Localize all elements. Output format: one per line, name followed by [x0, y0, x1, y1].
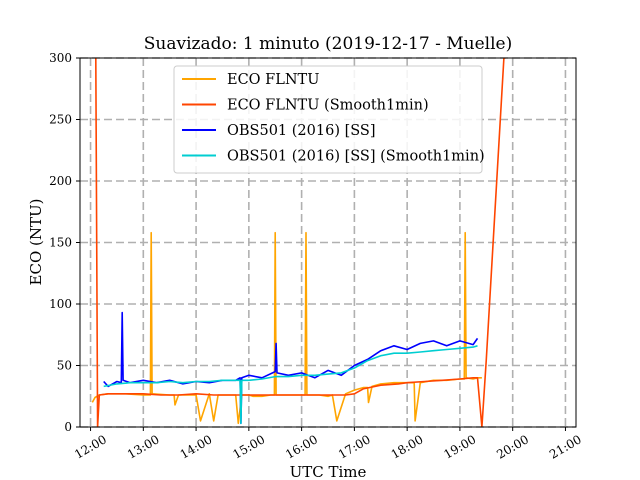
y-axis: 0 50 100 150 200 250 300 — [49, 51, 80, 434]
y-tick-label: 50 — [57, 359, 72, 373]
series-line-4 — [103, 345, 478, 425]
legend-label: ECO FLNTU (Smooth1min) — [227, 98, 429, 114]
y-tick-label: 150 — [49, 236, 72, 250]
series-line-3 — [103, 311, 479, 425]
legend-box — [173, 65, 483, 174]
y-axis-label: ECO (NTU) — [27, 199, 45, 286]
legend-label: ECO FLNTU — [227, 72, 319, 88]
y-tick-label: 200 — [49, 174, 72, 188]
y-tick-label: 0 — [64, 420, 72, 434]
chart-title: Suavizado: 1 minuto (2019-12-17 - Muelle… — [144, 34, 512, 54]
legend-label: OBS501 (2016) [SS] (Smooth1min) — [227, 149, 485, 165]
series-layer — [91, 58, 506, 427]
x-axis-label: UTC Time — [290, 463, 367, 480]
series-line-2 — [95, 58, 506, 427]
legend: ECO FLNTU ECO FLNTU (Smooth1min) OBS501 (2… — [173, 65, 485, 174]
plot-area — [91, 58, 506, 427]
y-tick-label: 250 — [49, 113, 72, 127]
y-tick-label: 100 — [49, 297, 72, 311]
legend-label: OBS501 (2016) [SS] — [227, 123, 376, 139]
y-tick-label: 300 — [49, 51, 72, 65]
